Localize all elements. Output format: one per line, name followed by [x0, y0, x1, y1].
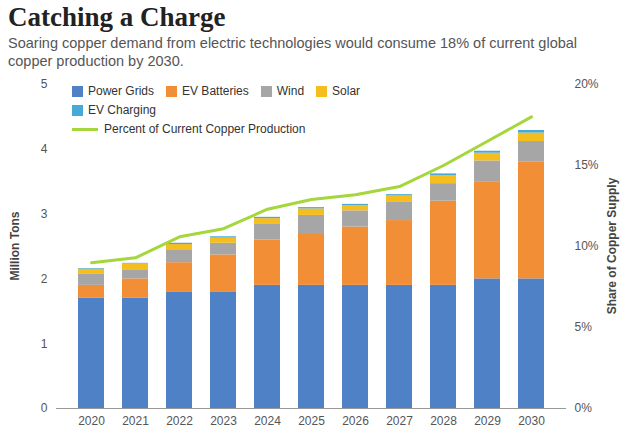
svg-text:2: 2	[41, 272, 48, 286]
svg-text:2029: 2029	[474, 414, 501, 428]
html-text:Power Grids: Power Grids	[88, 84, 154, 98]
svg-text:1: 1	[41, 337, 48, 351]
html-text:Catching a Charge: Catching a Charge	[8, 2, 226, 32]
svg-text:10%: 10%	[575, 239, 599, 253]
svg-text:2027: 2027	[386, 414, 413, 428]
svg-text:2022: 2022	[166, 414, 193, 428]
svg-text:2020: 2020	[78, 414, 105, 428]
svg-text:2024: 2024	[254, 414, 281, 428]
html-text:Wind: Wind	[276, 84, 305, 98]
svg-text:20%: 20%	[575, 77, 599, 91]
html-text:EV Charging: EV Charging	[88, 103, 156, 117]
svg-text:2030: 2030	[518, 414, 545, 428]
svg-text:0%: 0%	[575, 401, 593, 415]
svg-text:2023: 2023	[210, 414, 237, 428]
html-text:Solar: Solar	[332, 84, 361, 98]
html-text:Soaring copper demand from ele: Soaring copper demand from electric tech…	[8, 35, 577, 69]
svg-text:15%: 15%	[575, 158, 599, 172]
svg-text:5%: 5%	[575, 320, 593, 334]
svg-text:5: 5	[41, 77, 48, 91]
svg-text:0: 0	[41, 401, 48, 415]
html-text:Share of Copper Supply: Share of Copper Supply	[604, 177, 619, 315]
svg-text:4: 4	[41, 142, 48, 156]
svg-text:2028: 2028	[430, 414, 457, 428]
svg-text:2025: 2025	[298, 414, 325, 428]
svg-text:2026: 2026	[342, 414, 369, 428]
svg-text:3: 3	[41, 207, 48, 221]
svg-text:2021: 2021	[122, 414, 149, 428]
html-text:Percent of Current Copper Prod: Percent of Current Copper Production	[104, 122, 306, 136]
html-text:Million Tons: Million Tons	[7, 211, 22, 281]
html-text:EV Batteries: EV Batteries	[182, 84, 249, 98]
